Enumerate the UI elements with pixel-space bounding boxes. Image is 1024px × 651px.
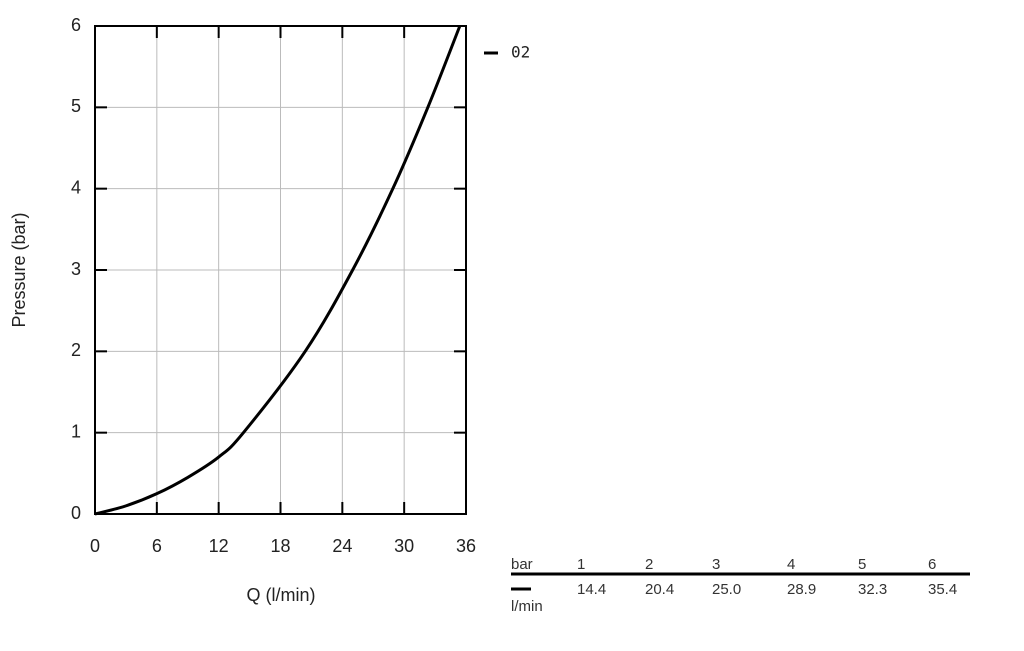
data-line	[94, 25, 462, 516]
x-axis-label: Q (l/min)	[247, 585, 316, 605]
plot-frame	[94, 25, 467, 515]
table-header: 4	[787, 556, 795, 573]
y-tick-label: 5	[71, 96, 81, 116]
table-cell: 25.0	[712, 581, 741, 598]
y-tick-label: 4	[71, 177, 81, 197]
table-cell: 28.9	[787, 581, 816, 598]
x-tick-label: 24	[332, 536, 352, 556]
y-tick-label: 3	[71, 259, 81, 279]
y-tick-label: 6	[71, 15, 81, 35]
table-cell: 35.4	[928, 581, 957, 598]
x-tick-label: 12	[209, 536, 229, 556]
y-tick-label: 2	[71, 340, 81, 360]
table-header: 6	[928, 556, 936, 573]
table-cell: 14.4	[577, 581, 606, 598]
x-tick-label: 30	[394, 536, 414, 556]
x-tick-label: 36	[456, 536, 476, 556]
legend-label: 02	[511, 43, 530, 62]
x-tick-label: 18	[270, 536, 290, 556]
table-header: 2	[645, 556, 653, 573]
x-tick-label: 6	[152, 536, 162, 556]
table-header: 1	[577, 556, 585, 573]
y-tick-label: 0	[71, 503, 81, 523]
table-header: 5	[858, 556, 866, 573]
table-header: bar	[511, 556, 533, 573]
x-tick-label: 0	[90, 536, 100, 556]
y-axis-label: Pressure (bar)	[9, 212, 29, 327]
table-cell: l/min	[511, 598, 543, 615]
table-cell: 20.4	[645, 581, 674, 598]
table-header: 3	[712, 556, 720, 573]
table-cell: 32.3	[858, 581, 887, 598]
y-tick-label: 1	[71, 421, 81, 441]
